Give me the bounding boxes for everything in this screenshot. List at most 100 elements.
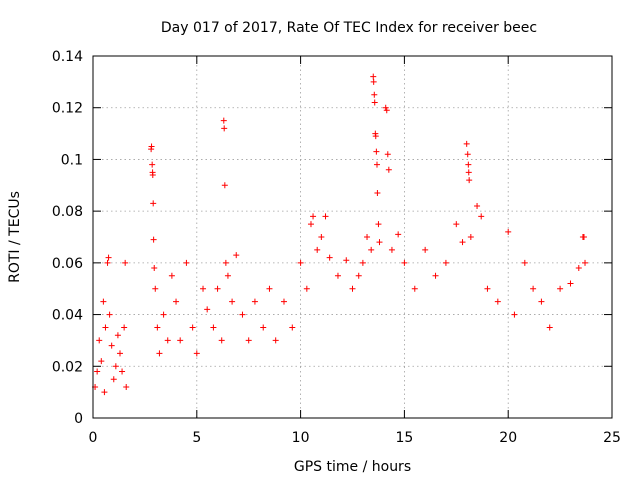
data-point xyxy=(546,324,553,331)
data-point xyxy=(582,259,589,266)
data-point xyxy=(505,228,512,235)
data-point xyxy=(359,259,366,266)
data-point xyxy=(355,272,362,279)
data-point xyxy=(193,350,200,357)
data-point xyxy=(266,285,273,292)
data-point xyxy=(375,221,382,228)
data-point xyxy=(245,337,252,344)
data-point xyxy=(150,200,157,207)
data-point xyxy=(214,285,221,292)
data-point xyxy=(272,337,279,344)
data-point xyxy=(121,324,128,331)
data-point xyxy=(385,166,392,173)
data-point xyxy=(123,383,130,390)
data-point xyxy=(370,73,377,80)
data-point xyxy=(465,169,472,176)
data-point xyxy=(478,213,485,220)
data-point xyxy=(183,259,190,266)
y-tick-label: 0.02 xyxy=(52,359,83,375)
data-point xyxy=(112,363,119,370)
data-point xyxy=(204,306,211,313)
data-point xyxy=(280,298,287,305)
data-point xyxy=(422,246,429,253)
data-point xyxy=(376,239,383,246)
y-tick-label: 0.04 xyxy=(52,308,83,324)
data-point xyxy=(364,234,371,240)
data-point xyxy=(151,265,158,272)
data-point xyxy=(289,324,296,331)
data-point xyxy=(220,117,227,124)
x-tick-label: 5 xyxy=(192,430,201,446)
data-point xyxy=(371,99,378,106)
data-point xyxy=(310,213,317,220)
data-point xyxy=(233,252,240,259)
data-points xyxy=(92,73,589,396)
data-point xyxy=(530,285,537,292)
y-tick-label: 0.14 xyxy=(52,49,83,65)
data-point xyxy=(297,259,304,266)
data-point xyxy=(177,337,184,344)
data-point xyxy=(322,213,329,220)
y-tick-label: 0.08 xyxy=(52,204,83,220)
data-point xyxy=(374,190,381,197)
data-point xyxy=(511,311,518,318)
x-tick-label: 25 xyxy=(603,430,621,446)
y-tick-label: 0.1 xyxy=(61,152,83,168)
y-tick-labels: 0 0.02 0.04 0.06 0.08 0.1 0.12 0.14 xyxy=(52,49,83,427)
data-point xyxy=(119,368,126,375)
data-point xyxy=(110,376,117,383)
data-point xyxy=(373,161,380,168)
data-point xyxy=(384,151,391,158)
data-point xyxy=(465,161,472,168)
data-point xyxy=(218,337,225,344)
x-tick-label: 15 xyxy=(395,430,413,446)
data-point xyxy=(173,298,180,305)
plot-frame xyxy=(92,55,613,419)
chart-title: Day 017 of 2017, Rate Of TEC Index for r… xyxy=(161,20,537,36)
data-point xyxy=(334,272,341,279)
data-point xyxy=(229,298,236,305)
axis-ticks xyxy=(92,55,613,419)
data-point xyxy=(150,236,157,243)
y-tick-label: 0 xyxy=(74,411,83,427)
data-point xyxy=(98,358,105,365)
data-point xyxy=(521,259,528,266)
data-point xyxy=(148,143,155,150)
data-point xyxy=(307,221,314,228)
data-point xyxy=(459,239,466,246)
data-point xyxy=(466,177,473,184)
data-point xyxy=(463,140,470,147)
data-point xyxy=(96,337,103,344)
data-point xyxy=(260,324,267,331)
data-point xyxy=(411,285,418,292)
data-point xyxy=(557,285,564,292)
data-point xyxy=(575,265,582,272)
data-point xyxy=(189,324,196,331)
data-point xyxy=(474,202,481,209)
data-point xyxy=(116,350,123,357)
x-tick-label: 20 xyxy=(499,430,517,446)
data-point xyxy=(104,259,111,266)
data-point xyxy=(160,311,167,318)
x-tick-labels: 0 5 10 15 20 25 xyxy=(89,430,621,446)
data-point xyxy=(114,332,121,339)
data-point xyxy=(94,368,101,375)
data-point xyxy=(401,259,408,266)
data-point xyxy=(149,161,156,168)
data-point xyxy=(168,272,175,279)
data-point xyxy=(102,324,109,331)
data-point xyxy=(100,298,107,305)
data-point xyxy=(349,285,356,292)
grid-lines xyxy=(93,56,612,418)
data-point xyxy=(224,272,231,279)
data-point xyxy=(221,182,228,189)
data-point xyxy=(108,342,115,349)
data-point xyxy=(164,337,171,344)
data-point xyxy=(432,272,439,279)
x-tick-label: 10 xyxy=(292,430,310,446)
data-point xyxy=(395,231,402,238)
data-point xyxy=(368,246,375,253)
y-axis-label: ROTI / TECUs xyxy=(7,191,23,283)
data-point xyxy=(251,298,258,305)
data-point xyxy=(122,259,129,266)
